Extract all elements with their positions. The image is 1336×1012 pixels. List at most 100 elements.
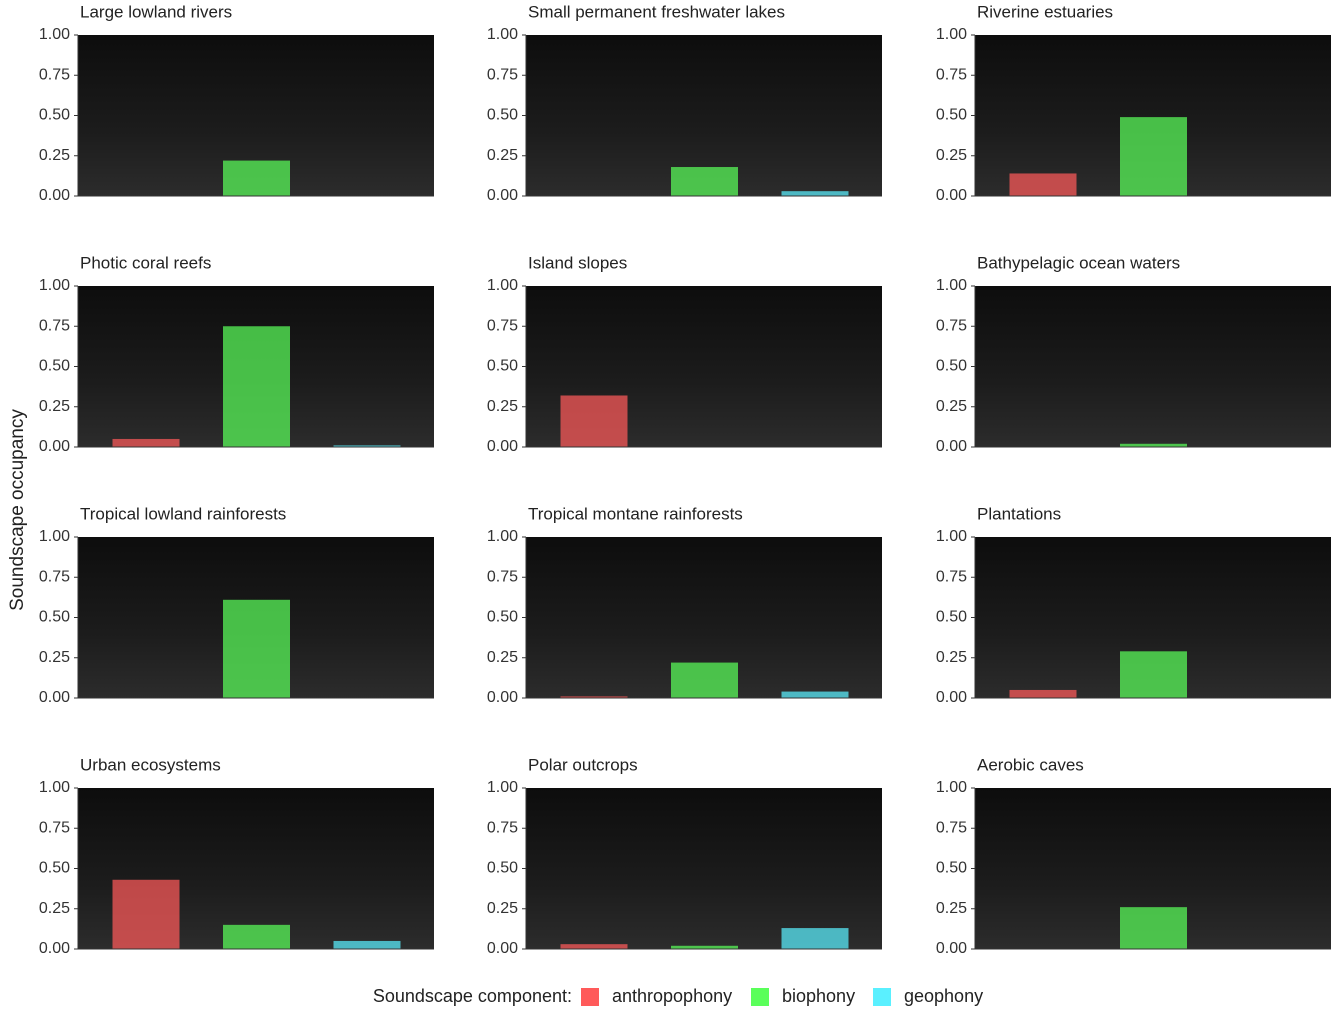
bar bbox=[1120, 443, 1187, 447]
y-tick-label: 0.25 bbox=[487, 147, 518, 164]
y-tick-label: 0.00 bbox=[487, 187, 518, 204]
bar bbox=[1009, 689, 1077, 698]
y-tick-label: 0.50 bbox=[487, 107, 518, 124]
y-tick-label: 1.00 bbox=[487, 528, 518, 545]
y-tick-label: 0.75 bbox=[39, 819, 70, 836]
legend-title: Soundscape component: bbox=[373, 986, 572, 1006]
y-tick-label: 0.50 bbox=[487, 609, 518, 626]
bar bbox=[671, 662, 738, 698]
y-tick-label: 0.25 bbox=[936, 900, 967, 917]
y-tick-label: 0.75 bbox=[39, 568, 70, 585]
y-tick-label: 0.50 bbox=[936, 609, 967, 626]
bar bbox=[560, 395, 628, 447]
bar bbox=[1009, 173, 1077, 196]
y-tick-label: 0.75 bbox=[487, 568, 518, 585]
y-tick-label: 0.50 bbox=[39, 860, 70, 877]
legend-swatch bbox=[751, 988, 769, 1006]
y-tick-label: 0.00 bbox=[936, 438, 967, 455]
y-tick-label: 0.25 bbox=[39, 900, 70, 917]
y-tick-label: 1.00 bbox=[39, 779, 70, 796]
y-tick-label: 0.25 bbox=[39, 398, 70, 415]
y-tick-label: 0.50 bbox=[487, 860, 518, 877]
y-tick-label: 1.00 bbox=[936, 779, 967, 796]
legend-label: biophony bbox=[782, 986, 855, 1006]
y-tick-label: 0.50 bbox=[936, 107, 967, 124]
panel-title: Island slopes bbox=[528, 253, 627, 272]
plot-background bbox=[975, 286, 1331, 447]
y-tick-label: 1.00 bbox=[487, 779, 518, 796]
panel-title: Photic coral reefs bbox=[80, 253, 211, 272]
y-tick-label: 0.50 bbox=[487, 358, 518, 375]
y-axis-label: Soundscape occupancy bbox=[7, 409, 28, 611]
bar bbox=[333, 940, 401, 949]
y-tick-label: 0.25 bbox=[487, 398, 518, 415]
y-tick-label: 0.75 bbox=[487, 819, 518, 836]
y-tick-label: 0.00 bbox=[39, 187, 70, 204]
y-tick-label: 0.75 bbox=[39, 317, 70, 334]
bar bbox=[112, 438, 180, 447]
y-tick-label: 0.75 bbox=[487, 66, 518, 83]
y-tick-label: 0.50 bbox=[39, 358, 70, 375]
y-tick-label: 0.25 bbox=[936, 649, 967, 666]
y-tick-label: 0.00 bbox=[487, 689, 518, 706]
bar bbox=[781, 191, 849, 196]
panel-title: Plantations bbox=[977, 504, 1061, 523]
bar bbox=[1120, 907, 1187, 949]
y-tick-label: 0.25 bbox=[936, 147, 967, 164]
y-tick-label: 0.50 bbox=[936, 358, 967, 375]
y-tick-label: 0.75 bbox=[936, 317, 967, 334]
bar bbox=[1120, 651, 1187, 698]
y-tick-label: 0.25 bbox=[487, 649, 518, 666]
y-tick-label: 1.00 bbox=[39, 528, 70, 545]
y-tick-label: 0.00 bbox=[39, 689, 70, 706]
plot-background bbox=[526, 788, 882, 949]
bar bbox=[671, 167, 738, 196]
panel-title: Aerobic caves bbox=[977, 755, 1084, 774]
legend-swatch bbox=[581, 988, 599, 1006]
bar bbox=[671, 945, 738, 949]
y-tick-label: 0.25 bbox=[39, 649, 70, 666]
y-tick-label: 0.75 bbox=[936, 819, 967, 836]
bar bbox=[223, 326, 290, 447]
y-tick-label: 0.25 bbox=[39, 147, 70, 164]
panel-title: Tropical montane rainforests bbox=[528, 504, 743, 523]
y-tick-label: 0.50 bbox=[39, 609, 70, 626]
y-tick-label: 0.50 bbox=[39, 107, 70, 124]
y-tick-label: 1.00 bbox=[39, 26, 70, 43]
legend-swatch bbox=[873, 988, 891, 1006]
y-tick-label: 0.00 bbox=[487, 438, 518, 455]
bar bbox=[333, 445, 401, 447]
y-tick-label: 0.50 bbox=[936, 860, 967, 877]
y-tick-label: 0.75 bbox=[39, 66, 70, 83]
legend-label: geophony bbox=[904, 986, 983, 1006]
y-tick-label: 1.00 bbox=[39, 277, 70, 294]
y-tick-label: 0.75 bbox=[487, 317, 518, 334]
y-tick-label: 1.00 bbox=[487, 26, 518, 43]
panel-title: Tropical lowland rainforests bbox=[80, 504, 286, 523]
y-tick-label: 0.75 bbox=[936, 66, 967, 83]
panel-title: Polar outcrops bbox=[528, 755, 638, 774]
y-tick-label: 1.00 bbox=[487, 277, 518, 294]
y-tick-label: 0.75 bbox=[936, 568, 967, 585]
panel-title: Bathypelagic ocean waters bbox=[977, 253, 1180, 272]
y-tick-label: 0.00 bbox=[936, 187, 967, 204]
legend-label: anthropophony bbox=[612, 986, 732, 1006]
panel-title: Large lowland rivers bbox=[80, 2, 232, 21]
y-tick-label: 0.00 bbox=[487, 940, 518, 957]
panel-title: Riverine estuaries bbox=[977, 2, 1113, 21]
bar bbox=[112, 879, 180, 949]
bar bbox=[223, 924, 290, 949]
y-tick-label: 1.00 bbox=[936, 277, 967, 294]
bar bbox=[223, 599, 290, 698]
y-tick-label: 1.00 bbox=[936, 528, 967, 545]
panel-title: Urban ecosystems bbox=[80, 755, 221, 774]
bar bbox=[1120, 117, 1187, 196]
bar bbox=[781, 691, 849, 698]
y-tick-label: 0.25 bbox=[936, 398, 967, 415]
bar bbox=[560, 696, 628, 698]
y-tick-label: 1.00 bbox=[936, 26, 967, 43]
y-tick-label: 0.00 bbox=[39, 940, 70, 957]
y-tick-label: 0.25 bbox=[487, 900, 518, 917]
bar bbox=[781, 928, 849, 949]
